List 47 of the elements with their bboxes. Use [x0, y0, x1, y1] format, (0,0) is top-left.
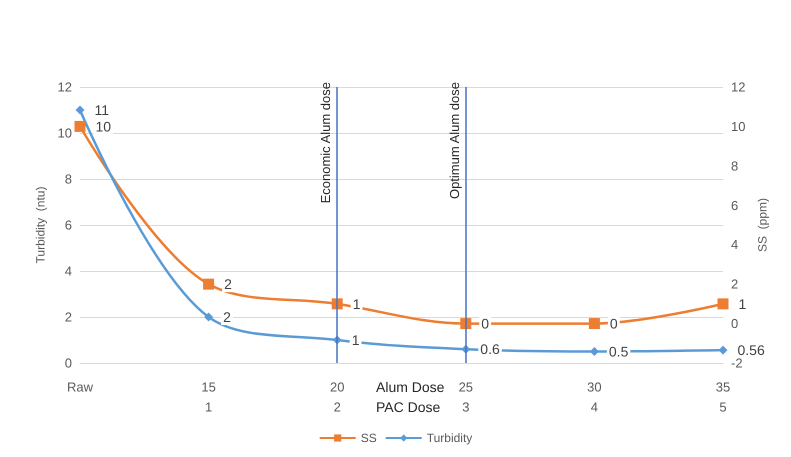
point — [588, 318, 600, 330]
x-tick-label: 15 1 — [201, 380, 216, 414]
data-label: 1 — [352, 296, 361, 312]
y-tick-label: 10 — [58, 126, 72, 140]
legend-label: Turbidity — [426, 431, 472, 445]
data-label: 0 — [481, 316, 490, 332]
x-tick-label: 20 2 — [330, 380, 344, 414]
data-label: 1 — [738, 296, 746, 312]
data-label: 10 — [96, 118, 112, 134]
x-tick-label: Raw — [66, 380, 94, 394]
point — [76, 106, 84, 114]
y-tick-label: 12 — [58, 80, 72, 94]
point — [718, 346, 728, 355]
y2-tick-label: 4 — [731, 237, 738, 252]
y2-tick-label: 12 — [731, 80, 746, 94]
y2-tick-label: 2 — [731, 276, 738, 292]
x-tick-label: 35 5 — [716, 380, 730, 414]
ref-line-label: Economic Alum dose — [318, 82, 334, 204]
data-label: 2 — [224, 276, 232, 292]
y2-tick-label: 0 — [731, 316, 738, 332]
x-tick-label: 30 4 — [587, 380, 602, 414]
y-tick-label: 0 — [64, 356, 72, 370]
y2-tick-label: 6 — [731, 198, 738, 213]
point — [718, 298, 728, 310]
y-tick-label: 6 — [64, 218, 72, 232]
point — [203, 278, 214, 290]
data-label: 0 — [610, 316, 618, 332]
data-label: 0.5 — [608, 344, 629, 360]
y2-tick-label: 10 — [731, 118, 746, 134]
legend-label: SS — [360, 431, 377, 445]
data-label: 11 — [94, 102, 110, 118]
y2-axis-title: SS (ppm) — [755, 198, 770, 252]
x-axis-title: Alum Dose PAC Dose — [376, 379, 445, 415]
x-tick-label: 25 3 — [458, 380, 474, 414]
y-axis-title: Turbidity (ntu) — [34, 186, 48, 264]
data-label: 1 — [352, 332, 360, 348]
y-tick-label: 2 — [64, 310, 72, 324]
ref-line-label: Optimum Alum dose — [446, 82, 462, 200]
data-label: 2 — [223, 309, 232, 325]
data-label: 0.56 — [738, 342, 765, 358]
point — [74, 120, 86, 132]
y-tick-label: 8 — [64, 172, 72, 186]
y-tick-label: 4 — [64, 264, 72, 278]
y2-tick-label: -2 — [731, 356, 743, 370]
point — [204, 312, 214, 322]
data-label: 0.6 — [480, 341, 500, 358]
y2-tick-label: 8 — [731, 158, 738, 174]
